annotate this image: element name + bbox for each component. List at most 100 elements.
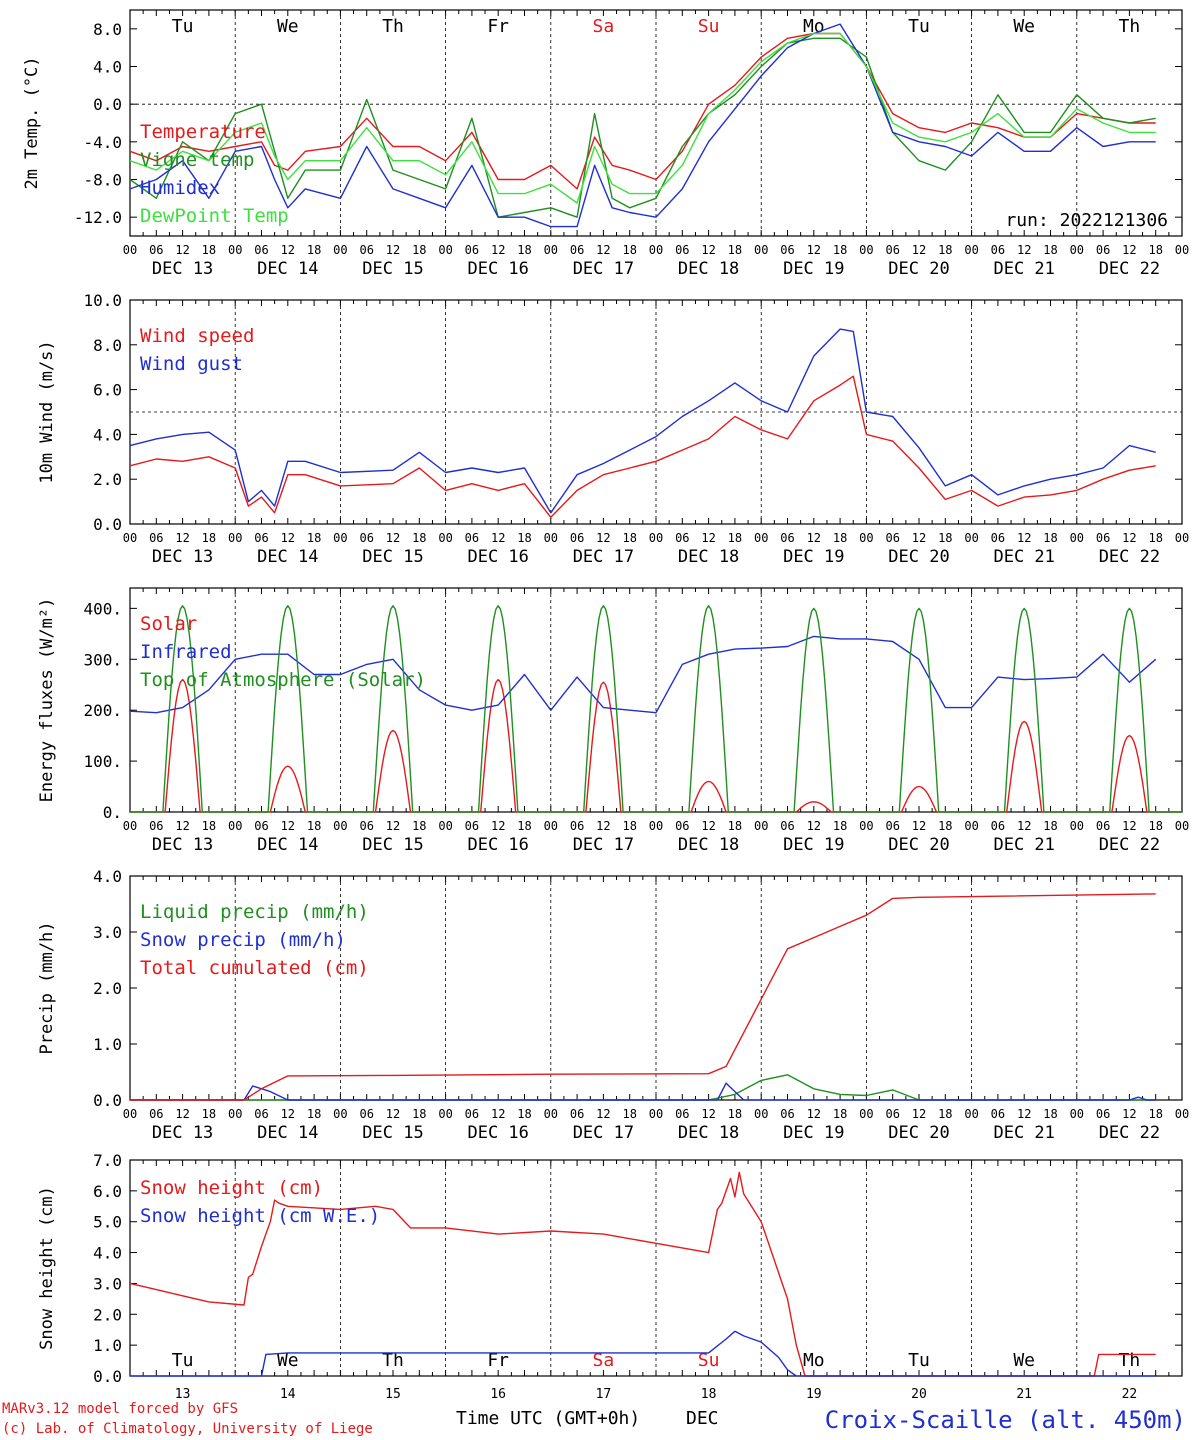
date-label: DEC 13 (152, 259, 213, 279)
hour-tick-label: 12 (491, 243, 505, 257)
series-line-snow-height-cm-w-e- (130, 1330, 1156, 1377)
hour-tick-label: 12 (701, 531, 715, 545)
hour-tick-label: 06 (149, 1107, 163, 1121)
legend-entry: Snow height (cm) (140, 1177, 323, 1199)
date-label: DEC 15 (362, 835, 423, 855)
hour-tick-label: 18 (1148, 243, 1162, 257)
hour-tick-label: 18 (1043, 531, 1057, 545)
y-tick-label: 0.0 (93, 95, 122, 114)
hour-tick-label: 12 (912, 243, 926, 257)
date-label: DEC 21 (993, 835, 1054, 855)
date-label: DEC 19 (783, 835, 844, 855)
hour-tick-label: 00 (123, 1107, 137, 1121)
series-lines (129, 23, 1156, 228)
legend-entry: Solar (140, 613, 197, 635)
series-lines (129, 605, 1182, 813)
hour-tick-label: 18 (1043, 819, 1057, 833)
hour-tick-label: 06 (675, 819, 689, 833)
plot-frame (129, 587, 1183, 813)
y-tick-label: 0.0 (93, 515, 122, 534)
y-tick-label: 3.0 (93, 923, 122, 942)
hour-tick-label: 06 (991, 1107, 1005, 1121)
y-tick-label: 300. (83, 650, 122, 669)
y-tick-label: 4.0 (93, 867, 122, 886)
hour-tick-label: 00 (649, 531, 663, 545)
hour-tick-label: 06 (675, 531, 689, 545)
hour-tick-label: 18 (938, 1107, 952, 1121)
weekday-label: Th (382, 16, 404, 37)
hour-tick-label: 06 (149, 243, 163, 257)
date-label: DEC 16 (467, 547, 528, 567)
hour-tick-label: 12 (281, 243, 295, 257)
date-label: DEC 17 (573, 835, 634, 855)
y-tick-label: 2.0 (93, 470, 122, 489)
hour-tick-label: 12 (701, 819, 715, 833)
hour-tick-label: 18 (1148, 819, 1162, 833)
hour-tick-label: 12 (1017, 819, 1031, 833)
date-label: DEC 14 (257, 259, 318, 279)
y-tick-label: 4.0 (93, 1244, 122, 1263)
hour-tick-label: 00 (228, 243, 242, 257)
hour-tick-label: 12 (1122, 243, 1136, 257)
hour-tick-label: 06 (570, 243, 584, 257)
hour-tick-label: 18 (622, 243, 636, 257)
hour-tick-label: 18 (517, 531, 531, 545)
day-number-label: 19 (806, 1387, 822, 1402)
y-tick-label: -8.0 (83, 171, 122, 190)
hour-tick-label: 06 (885, 243, 899, 257)
hour-tick-label: 00 (859, 819, 873, 833)
y-tick-label: 0. (103, 803, 122, 822)
weekday-label: Fr (487, 16, 509, 37)
hour-tick-label: 12 (386, 819, 400, 833)
date-label: DEC 19 (783, 1123, 844, 1143)
hour-tick-label: 06 (780, 819, 794, 833)
hour-tick-label: 06 (1096, 1107, 1110, 1121)
hour-tick-label: 00 (859, 243, 873, 257)
hour-tick-label: 12 (701, 1107, 715, 1121)
panel-3: 400. 300. 200. 100. 0. Energy fluxes (W/m²) 00… (37, 587, 1189, 855)
hour-tick-label: 00 (438, 1107, 452, 1121)
y-axis-label: Precip (mm/h) (37, 921, 57, 1054)
hour-tick-label: 06 (359, 819, 373, 833)
hour-tick-label: 06 (359, 531, 373, 545)
hour-tick-label: 06 (465, 243, 479, 257)
hour-tick-label: 18 (517, 1107, 531, 1121)
series-line-snow-precip-mm-h- (130, 1082, 1156, 1101)
hour-tick-label: 12 (1122, 819, 1136, 833)
date-label: DEC 22 (1099, 835, 1160, 855)
y-tick-label: 2.0 (93, 1305, 122, 1324)
hour-tick-label: 18 (833, 531, 847, 545)
y-tick-label: 3.0 (93, 1274, 122, 1293)
day-number-label: 16 (490, 1387, 506, 1402)
hour-tick-label: 00 (1070, 1107, 1084, 1121)
legend-entry: Snow precip (mm/h) (140, 929, 346, 951)
hour-tick-label: 00 (964, 531, 978, 545)
date-label: DEC 18 (678, 835, 739, 855)
hour-tick-label: 06 (1096, 819, 1110, 833)
hour-tick-label: 00 (754, 243, 768, 257)
hour-tick-label: 12 (1122, 1107, 1136, 1121)
weekday-label: Fr (487, 1350, 509, 1371)
hour-tick-label: 18 (833, 819, 847, 833)
hour-tick-label: 00 (754, 1107, 768, 1121)
date-label: DEC 21 (993, 259, 1054, 279)
day-number-label: 15 (385, 1387, 401, 1402)
y-tick-label: 200. (83, 701, 122, 720)
hour-tick-label: 06 (254, 531, 268, 545)
hour-tick-label: 12 (912, 819, 926, 833)
weekday-label: We (1013, 1350, 1035, 1371)
hour-tick-label: 12 (701, 243, 715, 257)
y-axis-label: Snow height (cm) (37, 1186, 57, 1350)
hour-tick-label: 00 (333, 531, 347, 545)
hour-tick-label: 00 (1175, 819, 1189, 833)
weekday-label: Tu (908, 16, 930, 37)
legend-entry: Wind gust (140, 353, 243, 375)
legend-entry: Wind speed (140, 325, 254, 347)
hour-tick-label: 00 (228, 819, 242, 833)
weekday-label: Sa (593, 1350, 615, 1371)
panel-1: 8.0 4.0 0.0 -4.0 -8.0 -12.0 2m Temp. (°C) 00 06 1… (22, 9, 1189, 279)
hour-tick-label: 06 (570, 1107, 584, 1121)
panel-2: 10.0 8.0 6.0 4.0 2.0 0.0 10m Wind (m/s) 00 06 12 1… (37, 291, 1189, 567)
y-tick-label: 0.0 (93, 1091, 122, 1110)
